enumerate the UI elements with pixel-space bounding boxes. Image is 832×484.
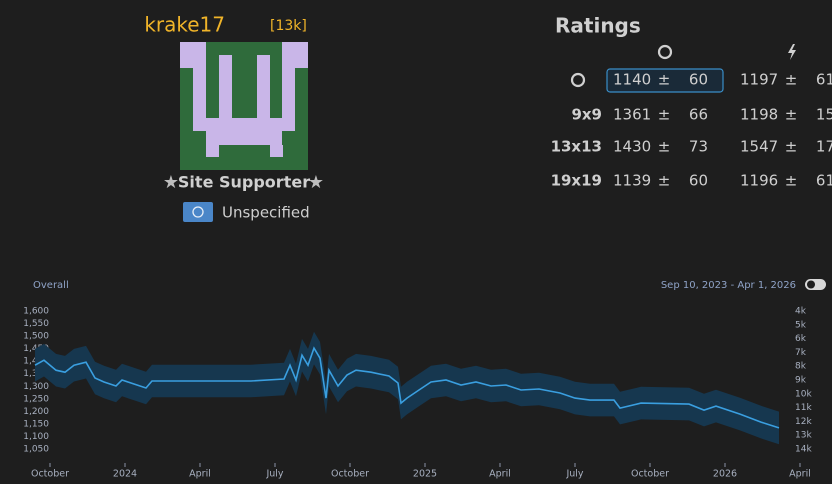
x-tick-label: 2026 bbox=[713, 469, 737, 480]
y2-tick-label: 5k bbox=[795, 320, 807, 330]
plus-minus: ± bbox=[785, 138, 798, 156]
chart-label: Overall bbox=[33, 280, 69, 291]
x-tick-label: July bbox=[265, 469, 283, 480]
deviation: 60 bbox=[689, 172, 708, 190]
y2-tick-label: 13k bbox=[795, 431, 812, 441]
rating-chart: 1,6001,5501,5001,4501,4001,3501,3001,250… bbox=[23, 306, 812, 479]
date-range[interactable]: Sep 10, 2023 - Apr 1, 2026 bbox=[661, 280, 796, 291]
rating: 1197 bbox=[740, 71, 778, 89]
user-rank: [13k] bbox=[270, 18, 307, 34]
rating: 1198 bbox=[740, 106, 778, 124]
deviation: 15 bbox=[816, 106, 832, 124]
y-tick-label: 1,300 bbox=[23, 382, 49, 392]
x-tick-label: April bbox=[789, 469, 811, 480]
y-tick-label: 1,500 bbox=[23, 332, 49, 342]
x-tick-label: April bbox=[189, 469, 211, 480]
x-tick-label: July bbox=[565, 469, 583, 480]
size-label: 13x13 bbox=[551, 138, 602, 156]
rating: 1547 bbox=[740, 138, 778, 156]
y2-tick-label: 9k bbox=[795, 376, 807, 386]
flag-icon bbox=[183, 202, 213, 222]
selected-cell[interactable] bbox=[606, 68, 724, 93]
avatar bbox=[180, 42, 308, 170]
y-tick-label: 1,100 bbox=[23, 432, 49, 442]
y-tick-label: 1,550 bbox=[23, 319, 49, 329]
plus-minus: ± bbox=[785, 71, 798, 89]
y2-tick-label: 4k bbox=[795, 306, 807, 316]
rating: 1140 bbox=[613, 71, 651, 89]
y-tick-label: 1,250 bbox=[23, 394, 49, 404]
badge: Site Supporter bbox=[178, 173, 310, 192]
y-tick-label: 1,600 bbox=[23, 307, 49, 317]
country: Unspecified bbox=[222, 204, 310, 222]
deviation: 61 bbox=[816, 172, 832, 190]
y2-tick-label: 8k bbox=[795, 362, 807, 372]
deviation: 61 bbox=[816, 71, 832, 89]
plus-minus: ± bbox=[658, 106, 671, 124]
deviation: 17 bbox=[816, 138, 832, 156]
x-tick-label: October bbox=[331, 469, 369, 480]
rating: 1361 bbox=[613, 106, 651, 124]
x-tick-label: 2025 bbox=[413, 469, 437, 480]
y-tick-label: 1,150 bbox=[23, 419, 49, 429]
rating: 1430 bbox=[613, 138, 651, 156]
deviation: 60 bbox=[689, 71, 708, 89]
x-tick-label: 2024 bbox=[113, 469, 137, 480]
plus-minus: ± bbox=[658, 71, 671, 89]
y2-tick-label: 11k bbox=[795, 403, 812, 413]
blitz-icon bbox=[788, 44, 796, 60]
y2-tick-label: 7k bbox=[795, 348, 807, 358]
overall-icon bbox=[657, 44, 673, 60]
x-tick-label: April bbox=[489, 469, 511, 480]
y-tick-label: 1,200 bbox=[23, 407, 49, 417]
x-tick-label: October bbox=[631, 469, 669, 480]
star-icon: ★ bbox=[163, 172, 179, 193]
deviation: 66 bbox=[689, 106, 708, 124]
size-label: 19x19 bbox=[551, 172, 602, 190]
y2-tick-label: 14k bbox=[795, 445, 812, 455]
deviation-band bbox=[35, 331, 779, 445]
rating: 1139 bbox=[613, 172, 651, 190]
plus-minus: ± bbox=[785, 172, 798, 190]
username[interactable]: krake17 bbox=[144, 13, 225, 37]
x-tick-label: October bbox=[31, 469, 69, 480]
plus-minus: ± bbox=[658, 138, 671, 156]
plus-minus: ± bbox=[785, 106, 798, 124]
plus-minus: ± bbox=[658, 172, 671, 190]
y2-tick-label: 12k bbox=[795, 417, 812, 427]
deviation: 73 bbox=[689, 138, 708, 156]
ratings-table: 1140 ±60 1197 ±61 9x9 1361 ±66 1198 ±15 13x13 1430… bbox=[551, 71, 832, 190]
y2-tick-label: 10k bbox=[795, 389, 812, 399]
star-icon: ★ bbox=[308, 172, 324, 193]
overall-row-icon bbox=[570, 72, 586, 88]
y2-tick-label: 6k bbox=[795, 334, 807, 344]
rating-line bbox=[34, 346, 780, 429]
ratings-title: Ratings bbox=[555, 14, 641, 38]
y-tick-label: 1,050 bbox=[23, 444, 49, 454]
rating: 1196 bbox=[740, 172, 778, 190]
size-label: 9x9 bbox=[571, 106, 602, 124]
toggle[interactable] bbox=[805, 279, 826, 290]
